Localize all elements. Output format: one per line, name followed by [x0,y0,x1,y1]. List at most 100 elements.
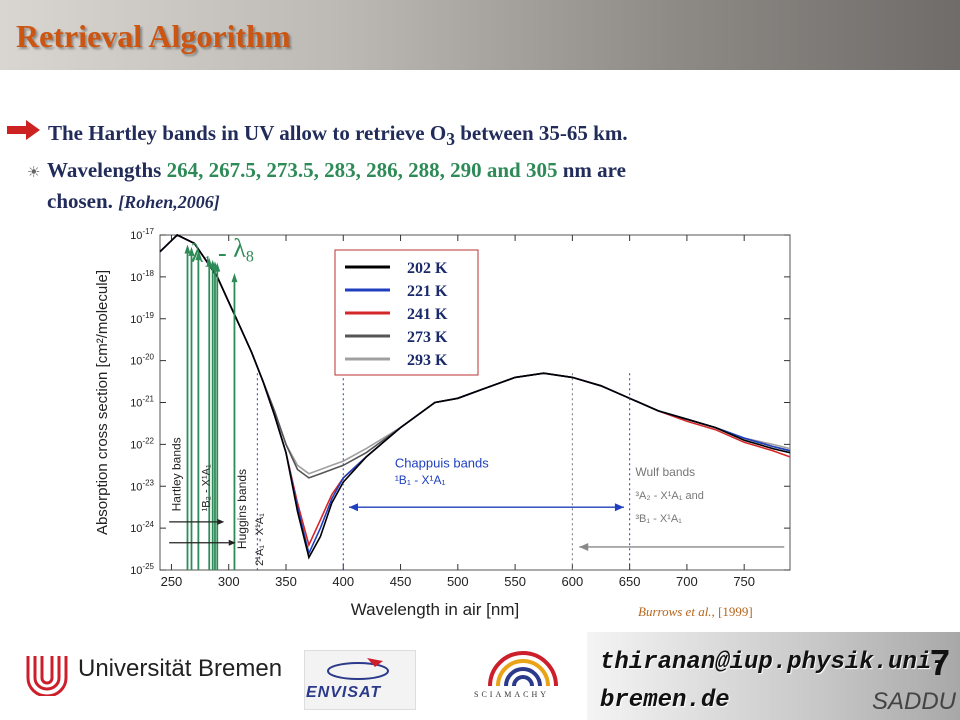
contact-email-line2[interactable]: bremen.de [600,687,730,714]
x-axis-label: Wavelength in air [nm] [351,600,520,619]
y-tick-exponent: -20 [142,353,154,362]
x-tick-label: 300 [218,574,240,589]
hartley-extent-arrowhead [217,518,225,525]
ozone-subscript: 3 [446,129,455,150]
x-tick-label: 250 [161,574,183,589]
sciamachy-label: SCIAMACHY [474,690,550,699]
selected-wavelength-arrowhead [184,244,191,254]
y-tick-base: 10 [130,398,142,410]
legend-label: 293 K [407,352,448,369]
y-tick-base: 10 [130,565,142,577]
y-tick-label: 10-24 [130,520,154,535]
bullet-wavelengths-tail: nm are [557,158,626,182]
x-tick-label: 700 [676,574,698,589]
y-tick-base: 10 [130,481,142,493]
figure-credit: Burrows et al., [1999] [638,604,753,620]
lambda-label-part: λ [191,238,204,267]
footer-tag: SADDU [872,688,957,715]
y-tick-label: 10-22 [130,436,154,451]
slide-title: Retrieval Algorithm [16,18,291,54]
legend-label: 241 K [407,306,448,323]
y-tick-exponent: -21 [142,395,154,404]
y-tick-exponent: -24 [142,520,154,529]
hartley-label: Hartley bands [170,437,184,511]
contact-email-line1[interactable]: thiranan@iup.physik.uni- [600,649,946,676]
y-tick-exponent: -23 [142,478,154,487]
y-tick-base: 10 [130,272,142,284]
legend-label: 202 K [407,260,448,277]
y-tick-label: 10-21 [130,395,154,410]
chappuis-arrowhead-right [614,503,624,512]
x-tick-label: 500 [447,574,469,589]
x-tick-label: 400 [332,574,354,589]
legend-label: 221 K [407,283,448,300]
sun-bullet-icon: ☀ [27,165,41,181]
university-bremen-logo-icon [26,656,68,696]
x-tick-label: 350 [275,574,297,589]
selected-wavelength-arrowhead [188,246,195,256]
y-tick-base: 10 [130,230,142,242]
bullet-wavelengths: Wavelengths 264, 267.5, 273.5, 283, 286,… [47,158,626,183]
y-tick-label: 10-23 [130,478,154,493]
chappuis-transition-label: ¹B₁ - X¹A₁ [395,473,446,487]
x-tick-label: 600 [562,574,584,589]
lambda-label-part: λ [233,233,246,262]
footer-contact-panel [587,632,960,720]
title-bar: Retrieval Algorithm [0,0,960,70]
huggins-label: Huggins bands [235,469,249,549]
arrow-bullet-icon [7,120,40,140]
citation-rohen: [Rohen,2006] [118,192,220,212]
huggins-transition-label: 2¹A₁ - X¹A₁ [254,513,266,566]
x-tick-label: 550 [504,574,526,589]
y-tick-base: 10 [130,439,142,451]
selected-wavelength-arrowhead [231,273,238,283]
y-tick-exponent: -18 [142,269,154,278]
lambda-label-part: - [212,238,234,267]
selected-wavelength-arrowhead [195,251,202,261]
envisat-label: ENVISAT [306,684,382,701]
wulf-transition-2: ³B₁ - X¹A₁ [635,513,682,525]
cross-section-chart: 250 300 350 400 450 500 550 600 650 700 75010-1710… [94,227,791,619]
sciamachy-logo-icon [488,651,558,687]
chappuis-arrowhead-left [349,503,358,512]
bullet-wavelengths-lead: Wavelengths [47,158,167,182]
credit-year: [1999] [718,604,753,619]
y-tick-base: 10 [130,356,142,368]
y-tick-label: 10-25 [130,562,154,577]
envisat-logo [304,650,416,710]
y-tick-base: 10 [130,523,142,535]
bullet-hartley-range: between 35-65 km. [454,121,628,145]
y-tick-exponent: -19 [142,311,154,320]
wulf-transition-1: ³A₂ - X¹A₁ and [635,490,704,502]
page-number: 7 [930,642,951,683]
series-line-202k [159,234,791,560]
wulf-label: Wulf bands [635,465,695,479]
selected-wavelength-arrowhead [214,262,221,272]
university-name: Universität Bremen [78,655,283,682]
legend-label: 273 K [407,329,448,346]
y-tick-label: 10-17 [130,227,154,242]
y-tick-label: 10-19 [130,311,154,326]
bullet-wavelengths-cont: chosen. [Rohen,2006] [47,189,220,214]
bullet-chosen-text: chosen. [47,189,119,213]
wavelength-list: 264, 267.5, 273.5, 283, 286, 288, 290 an… [166,158,558,182]
y-tick-exponent: -25 [142,562,154,571]
y-tick-exponent: -17 [142,227,154,236]
lambda-label-part: 8 [246,248,254,265]
wulf-arrowhead [579,542,589,551]
satellite-orbit-icon [327,658,389,680]
lambda-range-label: λ1 - λ8 [191,233,254,270]
credit-authors: Burrows et al., [638,604,715,619]
bullet-hartley: The Hartley bands in UV allow to retriev… [48,121,628,150]
selected-wavelength-arrowhead [206,257,213,267]
x-tick-label: 750 [733,574,755,589]
chappuis-label: Chappuis bands [395,455,489,470]
x-tick-label: 650 [619,574,641,589]
y-tick-label: 10-20 [130,353,154,368]
x-tick-label: 450 [390,574,412,589]
huggins-extent-arrowhead [228,539,236,546]
hartley-transition-label: ¹B₂ - X¹A₁ [200,464,212,511]
bullet-hartley-text: The Hartley bands in UV allow to retriev… [48,121,447,145]
lambda-label-part: 1 [204,253,212,270]
y-tick-exponent: -22 [142,436,154,445]
